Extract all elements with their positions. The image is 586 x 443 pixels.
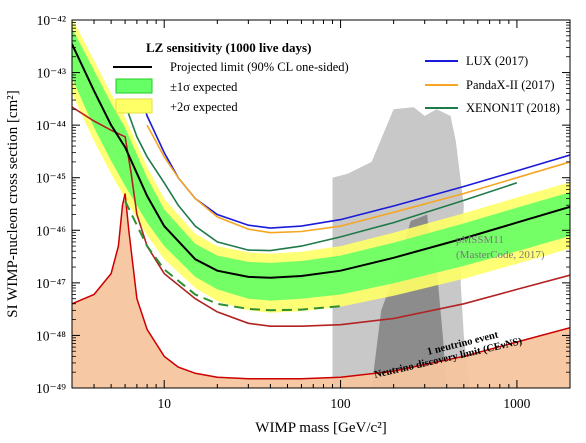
x-tick-label: 100	[330, 396, 351, 411]
series-line-projected-limit-90-cl-one-sided	[72, 43, 570, 279]
one-neutrino-event-line	[72, 106, 570, 327]
series-line-lux-2017	[141, 99, 570, 229]
legend-label-lux: LUX (2017)	[466, 54, 528, 68]
legend-label-projected: Projected limit (90% CL one-sided)	[170, 60, 349, 74]
y-tick-label: 10⁻⁴³	[37, 66, 66, 81]
series-line-pandax-ii-2017	[146, 124, 570, 234]
y-tick-label: 10⁻⁴⁶	[36, 223, 66, 238]
x-axis-label: WIMP mass [GeV/c²]	[255, 420, 386, 436]
legend-label-xenon1t: XENON1T (2018)	[466, 101, 560, 115]
x-tick-label: 1000	[503, 396, 530, 411]
legend-label-2sigma: +2σ expected	[170, 100, 238, 114]
x-tick-label: 10	[157, 396, 171, 411]
y-tick-label: 10⁻⁴⁴	[36, 118, 66, 133]
y-axis-label: SI WIMP-nucleon cross section [cm²]	[5, 90, 21, 318]
series-line-median-expected-dashed	[124, 200, 341, 312]
legend-swatch-1sigma	[115, 78, 153, 94]
y-tick-label: 10⁻⁴⁸	[36, 328, 66, 343]
y-tick-label: 10⁻⁴⁷	[36, 276, 66, 291]
pmssm-label: pMSSM11	[456, 234, 504, 246]
plot-frame	[71, 19, 571, 389]
y-tick-label: 10⁻⁴²	[37, 13, 66, 28]
tick-layer: 10 100 1000 10⁻⁴² 10⁻⁴³ 10⁻⁴⁴ 10⁻⁴⁵ 10⁻⁴⁶ 10⁻⁴⁷ 1…	[36, 13, 571, 411]
legend-title: LZ sensitivity (1000 live days)	[146, 40, 311, 55]
series-line-xenon1t-2018	[124, 103, 518, 252]
line-layer	[72, 43, 570, 380]
legend-swatch-2sigma	[115, 98, 153, 114]
legend-label-1sigma: ±1σ expected	[170, 80, 238, 94]
pmssm-sub-label: (MasterCode, 2017)	[456, 249, 545, 261]
y-tick-label: 10⁻⁴⁵	[36, 171, 66, 186]
legend-label-pandax: PandaX-II (2017)	[466, 78, 555, 92]
legend: LZ sensitivity (1000 live days) Projecte…	[113, 40, 560, 115]
neutrino-floor-line	[72, 193, 570, 380]
y-tick-label: 10⁻⁴⁹	[36, 381, 66, 396]
band-1sigma	[72, 28, 570, 301]
